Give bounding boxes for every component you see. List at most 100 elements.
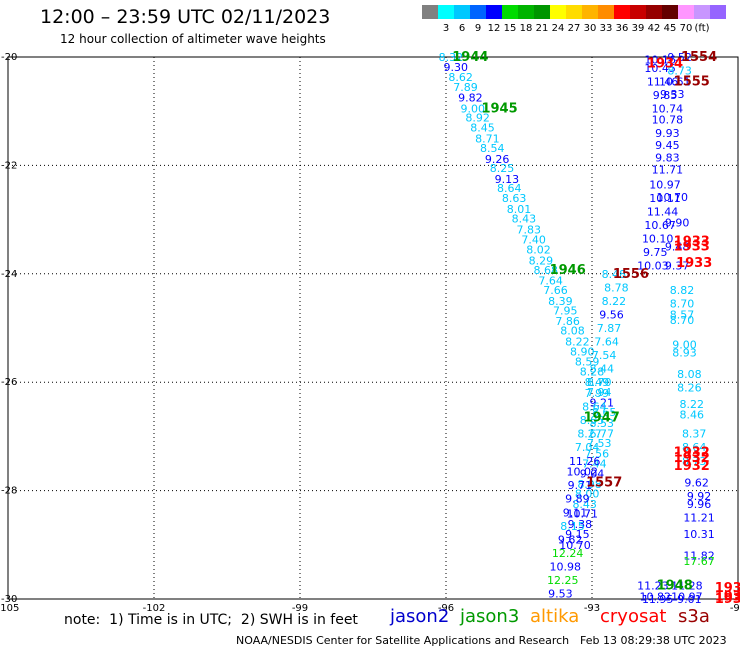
lon-tick-label: -99	[292, 603, 308, 614]
swh-value-label: 17.67	[683, 555, 715, 568]
swh-value-label: 12.24	[552, 547, 584, 560]
swh-value-label: 8.59	[575, 356, 600, 369]
swh-value-label: 7.53	[587, 437, 612, 450]
swh-value-label: 8.22	[565, 336, 590, 349]
swh-value-label: 8.53	[589, 417, 614, 430]
lat-tick-label: -22	[1, 160, 17, 171]
swh-value-label: 8.71	[475, 132, 500, 145]
swh-value-label: 8.68	[534, 264, 559, 277]
swh-value-label: 10.03	[637, 260, 669, 273]
colorbar-swatch	[438, 5, 454, 19]
time-label: 193	[715, 589, 740, 604]
swh-value-label: 8.92	[465, 112, 490, 125]
swh-value-label: 8.98	[577, 478, 602, 491]
time-label: 1933	[674, 240, 710, 255]
legend-cryosat: cryosat	[600, 606, 667, 627]
colorbar-swatch	[694, 5, 710, 19]
time-label: 1948	[657, 578, 693, 593]
time-label: 1934	[647, 57, 683, 72]
swh-value-label: 9.26	[485, 153, 510, 166]
time-label: 1556	[613, 267, 649, 282]
footer-timestamp: Feb 13 08:29:38 UTC 2023	[580, 634, 727, 647]
swh-value-label: 8.44	[589, 363, 614, 376]
swh-value-label: 11.26	[569, 455, 601, 468]
colorbar-swatch	[566, 5, 582, 19]
lat-tick-label: -30	[1, 594, 17, 605]
swh-value-label: 10.31	[683, 528, 715, 541]
swh-value-label: 8.93	[672, 346, 697, 359]
swh-value-label: 9.89	[565, 493, 590, 506]
colorbar-label: 45	[663, 23, 677, 34]
swh-value-label: 7.56	[585, 448, 610, 461]
swh-value-label: 7.95	[553, 305, 578, 318]
swh-value-label: 8.78	[604, 281, 629, 294]
colorbar-swatch	[422, 5, 438, 19]
swh-value-label: 8.27	[577, 428, 602, 441]
lon-tick-label: -90	[730, 603, 740, 614]
swh-value-label: 7.87	[597, 322, 622, 335]
swh-value-label: 8.08	[677, 368, 702, 381]
time-label: 1933	[676, 256, 712, 271]
swh-value-label: 11.44	[647, 205, 679, 218]
colorbar-label: 24	[551, 23, 565, 34]
swh-value-label: 8.63	[502, 192, 527, 205]
swh-value-label: 9.56	[599, 308, 624, 321]
swh-value-label: 10.45	[644, 62, 676, 75]
colorbar-swatch	[518, 5, 534, 19]
swh-value-label: 11.28	[671, 579, 703, 592]
colorbar-label: (ft)	[694, 23, 710, 34]
swh-value-label: 10.78	[652, 113, 684, 126]
swh-value-label: 8.28	[580, 365, 605, 378]
swh-value-label: 10.70	[657, 191, 689, 204]
colorbar-swatch	[486, 5, 502, 19]
swh-value-label: 9.75	[643, 246, 668, 259]
map-frame	[7, 56, 739, 600]
swh-value-label: 8.90	[570, 345, 595, 358]
swh-value-label: 7.44	[582, 458, 607, 471]
swh-value-label: 9.83	[655, 151, 680, 164]
map-subtitle: 12 hour collection of altimeter wave hei…	[60, 32, 326, 46]
colorbar-label: 9	[474, 23, 482, 34]
swh-value-label: 9.38	[568, 518, 593, 531]
swh-value-label: 8.54	[480, 142, 505, 155]
swh-value-label: 11.95	[642, 593, 674, 606]
swh-value-label: 9.00	[672, 338, 697, 351]
time-label: 1947	[584, 410, 620, 425]
swh-value-label: 9.04	[580, 467, 605, 480]
swh-value-label: 9.92	[687, 490, 712, 503]
swh-value-label: 8.22	[602, 295, 627, 308]
colorbar-label: 3	[442, 23, 450, 34]
footer-note: note: 1) Time is in UTC; 2) SWH is in fe…	[64, 612, 358, 628]
colorbar-label: 27	[567, 23, 581, 34]
swh-value-label: 8.70	[670, 298, 695, 311]
colorbar-label: 21	[535, 23, 549, 34]
colorbar-label: 70	[679, 23, 693, 34]
lat-tick-label: -26	[1, 377, 17, 388]
swh-value-label: 8.22	[680, 398, 705, 411]
swh-value-label: 8.64	[682, 441, 707, 454]
colorbar-swatch	[678, 5, 694, 19]
swh-value-label: 7.83	[516, 223, 541, 236]
colorbar-label: 39	[631, 23, 645, 34]
swh-value-label: 8.08	[560, 325, 585, 338]
swh-value-label: 9.01	[677, 593, 702, 606]
lon-tick-label: -93	[584, 603, 600, 614]
swh-value-label: 8.05	[580, 414, 605, 427]
swh-value-label: 8.57	[670, 308, 695, 321]
colorbar-label: 6	[458, 23, 466, 34]
swh-value-label: 9.30	[443, 61, 468, 74]
colorbar-label: 33	[599, 23, 613, 34]
map-data-labels: 8.329.308.627.899.829.008.928.458.718.54…	[439, 50, 740, 607]
swh-value-label: 8.70	[670, 314, 695, 327]
swh-value-label: 9.71	[568, 479, 593, 492]
colorbar-swatch	[470, 5, 486, 19]
swh-value-label: 7.66	[543, 284, 568, 297]
swh-value-label: 8.64	[497, 182, 522, 195]
swh-value-label: 8.43	[572, 498, 597, 511]
swh-value-label: 7.64	[594, 336, 619, 349]
swh-value-label: 9.96	[687, 498, 712, 511]
swh-value-label: 10.71	[567, 507, 599, 520]
colorbar-swatch	[710, 5, 726, 19]
swh-value-label: 7.40	[521, 234, 546, 247]
swh-value-label: 8.65	[592, 406, 617, 419]
